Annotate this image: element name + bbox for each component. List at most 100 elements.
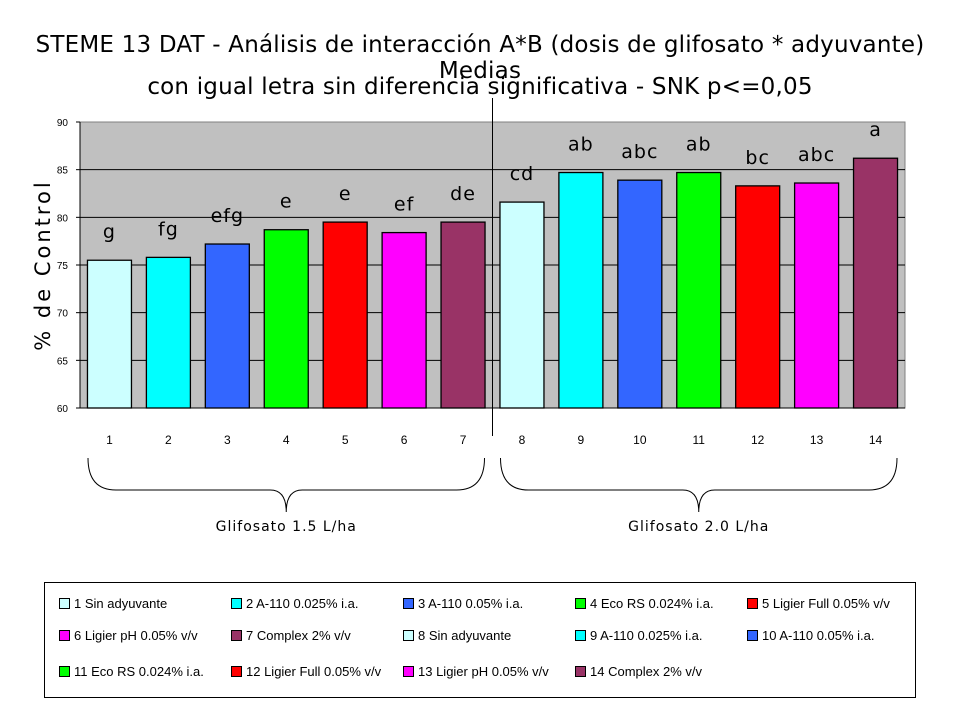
- bar-14: [852, 157, 899, 409]
- legend-item-13: 13 Ligier pH 0.05% v/v: [403, 664, 549, 679]
- x-tick-label: 12: [751, 433, 765, 447]
- legend-swatch: [747, 598, 758, 609]
- y-tick-label: 60: [57, 404, 69, 415]
- significance-letter-9: ab: [568, 134, 594, 156]
- legend-swatch: [403, 666, 414, 677]
- legend-swatch: [575, 630, 586, 641]
- legend-swatch: [59, 666, 70, 677]
- legend-label: 3 A-110 0.05% i.a.: [418, 596, 524, 611]
- significance-letter-10: abc: [621, 141, 658, 163]
- y-tick-label: 80: [57, 213, 69, 224]
- y-tick-label: 85: [57, 166, 69, 177]
- legend-swatch: [575, 598, 586, 609]
- legend-label: 14 Complex 2% v/v: [590, 664, 702, 679]
- y-tick-label: 90: [57, 118, 69, 129]
- legend-swatch: [231, 666, 242, 677]
- legend-label: 13 Ligier pH 0.05% v/v: [418, 664, 549, 679]
- legend-swatch: [59, 630, 70, 641]
- x-tick-label: 4: [283, 433, 290, 447]
- legend-item-11: 11 Eco RS 0.024% i.a.: [59, 664, 204, 679]
- bar-5: [322, 221, 368, 409]
- group-brace: [500, 457, 898, 513]
- legend-label: 11 Eco RS 0.024% i.a.: [74, 664, 204, 679]
- bar-9: [558, 171, 604, 409]
- significance-letter-6: ef: [394, 194, 415, 216]
- chart-legend: 1 Sin adyuvante 2 A-110 0.025% i.a. 3 A-11…: [44, 582, 916, 698]
- legend-label: 4 Eco RS 0.024% i.a.: [590, 596, 714, 611]
- group-label: Glifosato 2.0 L/ha: [628, 519, 769, 535]
- legend-swatch: [403, 630, 414, 641]
- x-tick-label: 8: [519, 433, 526, 447]
- legend-swatch: [231, 598, 242, 609]
- group-brace: [87, 457, 485, 513]
- x-tick-label: 11: [693, 433, 706, 447]
- significance-letter-7: de: [450, 183, 476, 205]
- x-tick-label: 14: [869, 433, 883, 447]
- x-tick-label: 6: [401, 433, 408, 447]
- legend-item-4: 4 Eco RS 0.024% i.a.: [575, 596, 714, 611]
- x-tick-label: 3: [224, 433, 231, 447]
- x-tick-label: 5: [342, 433, 349, 447]
- legend-label: 2 A-110 0.025% i.a.: [246, 596, 359, 611]
- legend-swatch: [575, 666, 586, 677]
- y-tick-label: 75: [57, 261, 69, 272]
- y-tick-label: 70: [57, 309, 69, 320]
- x-tick-label: 7: [460, 433, 467, 447]
- significance-letter-1: g: [103, 221, 116, 243]
- legend-label: 10 A-110 0.05% i.a.: [762, 628, 875, 643]
- bar-3: [204, 243, 250, 409]
- significance-letter-13: abc: [798, 144, 835, 166]
- significance-letter-3: efg: [211, 205, 244, 227]
- bar-10: [617, 179, 663, 409]
- y-axis-label: % de Control: [31, 179, 55, 350]
- legend-label: 12 Ligier Full 0.05% v/v: [246, 664, 382, 679]
- bar-11: [676, 171, 722, 409]
- significance-letter-12: bc: [745, 147, 770, 169]
- legend-swatch: [231, 630, 242, 641]
- legend-item-10: 10 A-110 0.05% i.a.: [747, 628, 875, 643]
- legend-item-14: 14 Complex 2% v/v: [575, 664, 702, 679]
- legend-item-12: 12 Ligier Full 0.05% v/v: [231, 664, 381, 679]
- bar-2: [145, 256, 192, 409]
- legend-label: 1 Sin adyuvante: [74, 596, 168, 611]
- legend-item-7: 7 Complex 2% v/v: [231, 628, 351, 643]
- y-tick-label: 65: [57, 356, 69, 367]
- legend-label: 8 Sin adyuvante: [418, 628, 512, 643]
- significance-letter-5: e: [339, 183, 352, 205]
- bar-12: [735, 185, 781, 409]
- legend-label: 7 Complex 2% v/v: [246, 628, 351, 643]
- bar-chart: 60 65 70 75 80 85 90 % de Control g 1 fg 2 efg 3 e 4 e 5 e…: [31, 98, 906, 535]
- x-tick-label: 10: [633, 433, 647, 447]
- x-tick-label: 2: [165, 433, 172, 447]
- legend-item-1: 1 Sin adyuvante: [59, 596, 167, 611]
- bar-6: [381, 231, 427, 409]
- legend-item-5: 5 Ligier Full 0.05% v/v: [747, 596, 890, 611]
- legend-item-6: 6 Ligier pH 0.05% v/v: [59, 628, 198, 643]
- legend-label: 6 Ligier pH 0.05% v/v: [74, 628, 198, 643]
- x-tick-label: 13: [810, 433, 824, 447]
- significance-letter-8: cd: [510, 163, 535, 185]
- significance-letter-2: fg: [158, 218, 179, 240]
- legend-label: 5 Ligier Full 0.05% v/v: [762, 596, 890, 611]
- legend-item-3: 3 A-110 0.05% i.a.: [403, 596, 523, 611]
- chart-title-line-1: STEME 13 DAT - Análisis de interacción A…: [35, 32, 925, 84]
- x-tick-label: 1: [106, 433, 113, 447]
- legend-item-2: 2 A-110 0.025% i.a.: [231, 596, 359, 611]
- x-tick-label: 9: [578, 433, 585, 447]
- chart-title-line-2: con igual letra sin diferencia significa…: [147, 74, 813, 100]
- bar-8: [499, 201, 545, 409]
- legend-item-9: 9 A-110 0.025% i.a.: [575, 628, 703, 643]
- legend-item-8: 8 Sin adyuvante: [403, 628, 511, 643]
- significance-letter-4: e: [280, 191, 293, 213]
- bar-13: [793, 182, 840, 409]
- legend-swatch: [747, 630, 758, 641]
- group-label: Glifosato 1.5 L/ha: [216, 519, 357, 535]
- bar-7: [440, 221, 486, 409]
- legend-swatch: [59, 598, 70, 609]
- significance-letter-11: ab: [686, 134, 712, 156]
- legend-swatch: [403, 598, 414, 609]
- bar-4: [263, 229, 309, 409]
- significance-letter-14: a: [869, 119, 882, 141]
- legend-label: 9 A-110 0.025% i.a.: [590, 628, 703, 643]
- bar-1: [86, 259, 133, 409]
